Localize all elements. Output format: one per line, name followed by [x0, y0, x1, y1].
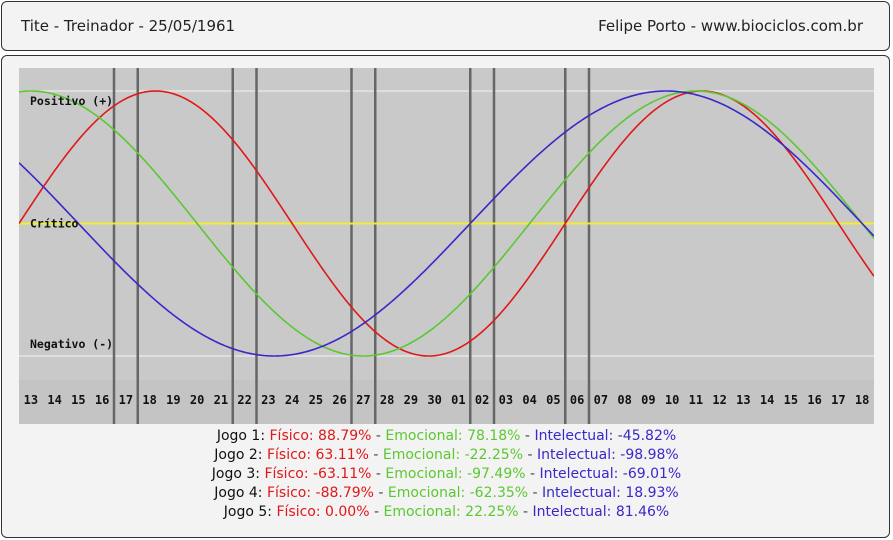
game-emocional: Emocional: -62.35% — [387, 485, 529, 501]
game-row: Jogo 4: Físico: -88.79% - Emocional: -62… — [0, 484, 893, 503]
game-intelectual: Intelectual: 18.93% — [542, 485, 679, 501]
day-tick-label: 16 — [95, 393, 109, 407]
game-intelectual: Intelectual: 81.46% — [532, 504, 670, 520]
game-label: Jogo 4: — [214, 485, 263, 501]
day-tick-label: 03 — [499, 393, 513, 407]
games-legend: Jogo 1: Físico: 88.79% - Emocional: 78.1… — [0, 427, 893, 522]
separator: - — [368, 447, 383, 463]
separator: - — [528, 485, 543, 501]
day-tick-label: 01 — [451, 393, 465, 407]
day-tick-label: 15 — [71, 393, 85, 407]
game-emocional: Emocional: 22.25% — [383, 504, 519, 520]
biorhythm-chart: Positivo (+) Crítico Negativo (-) 13 14 15 16… — [19, 68, 874, 424]
game-intelectual: Intelectual: -45.82% — [534, 428, 677, 444]
day-tick-label: 16 — [807, 393, 821, 407]
separator: - — [523, 447, 537, 463]
day-tick-label: 05 — [546, 393, 560, 407]
separator: - — [369, 504, 384, 520]
day-tick-label: 10 — [665, 393, 679, 407]
day-tick-label: 13 — [24, 393, 38, 407]
game-fisico: Físico: 63.11% — [266, 447, 369, 463]
day-tick-label: 06 — [570, 393, 584, 407]
day-tick-label: 24 — [285, 393, 299, 407]
game-fisico: Físico: 88.79% — [269, 428, 372, 444]
zone-label-critical: Crítico — [30, 217, 79, 231]
day-tick-label: 27 — [356, 393, 370, 407]
day-tick-label: 12 — [712, 393, 726, 407]
day-tick-label: 21 — [214, 393, 228, 407]
game-emocional: Emocional: 78.18% — [385, 428, 521, 444]
day-tick-label: 08 — [617, 393, 631, 407]
zone-label-negative: Negativo (-) — [30, 337, 113, 351]
day-tick-label: 18 — [855, 393, 869, 407]
game-row: Jogo 5: Físico: 0.00% - Emocional: 22.25… — [0, 503, 893, 522]
game-intelectual: Intelectual: -69.01% — [539, 466, 682, 482]
series-line-emocional — [19, 90, 874, 357]
day-tick-label: 14 — [760, 393, 774, 407]
game-intelectual: Intelectual: -98.98% — [536, 447, 679, 463]
game-label: Jogo 1: — [216, 428, 266, 444]
day-tick-label: 15 — [784, 393, 798, 407]
day-tick-label: 23 — [261, 393, 275, 407]
game-fisico: Físico: -63.11% — [264, 466, 372, 482]
day-tick-label: 14 — [47, 393, 61, 407]
day-tick-label: 13 — [736, 393, 750, 407]
header-bar: Tite - Treinador - 25/05/1961 Felipe Por… — [1, 1, 890, 51]
game-label: Jogo 2: — [214, 447, 263, 463]
separator: - — [373, 485, 388, 501]
day-tick-label: 02 — [475, 393, 489, 407]
game-fisico: Físico: -88.79% — [266, 485, 374, 501]
game-emocional: Emocional: -22.25% — [382, 447, 524, 463]
day-tick-label: 17 — [831, 393, 845, 407]
day-tick-label: 30 — [427, 393, 441, 407]
zone-label-positive: Positivo (+) — [30, 94, 113, 108]
day-tick-label: 18 — [142, 393, 156, 407]
day-tick-label: 29 — [404, 393, 418, 407]
day-tick-label: 28 — [380, 393, 394, 407]
separator: - — [371, 428, 386, 444]
day-tick-label: 19 — [166, 393, 180, 407]
separator: - — [371, 466, 386, 482]
header-site-info: Felipe Porto - www.biociclos.com.br — [598, 17, 863, 35]
day-tick-label: 20 — [190, 393, 204, 407]
separator: - — [525, 466, 540, 482]
header-athlete-info: Tite - Treinador - 25/05/1961 — [21, 17, 236, 35]
day-tick-label: 07 — [594, 393, 608, 407]
day-tick-label: 25 — [309, 393, 323, 407]
separator: - — [520, 428, 535, 444]
day-tick-label: 22 — [237, 393, 251, 407]
day-tick-label: 26 — [332, 393, 346, 407]
game-fisico: Físico: 0.00% — [276, 504, 370, 520]
game-emocional: Emocional: -97.49% — [385, 466, 526, 482]
day-tick-label: 11 — [689, 393, 703, 407]
axis-band — [19, 380, 874, 424]
series-line-intelectual — [19, 90, 874, 357]
separator: - — [518, 504, 533, 520]
game-row: Jogo 1: Físico: 88.79% - Emocional: 78.1… — [0, 427, 893, 446]
game-label: Jogo 5: — [223, 504, 273, 520]
day-tick-label: 17 — [119, 393, 133, 407]
game-row: Jogo 3: Físico: -63.11% - Emocional: -97… — [0, 465, 893, 484]
day-tick-label: 09 — [641, 393, 655, 407]
game-label: Jogo 3: — [211, 466, 260, 482]
game-row: Jogo 2: Físico: 63.11% - Emocional: -22.… — [0, 446, 893, 465]
day-tick-label: 04 — [522, 393, 536, 407]
